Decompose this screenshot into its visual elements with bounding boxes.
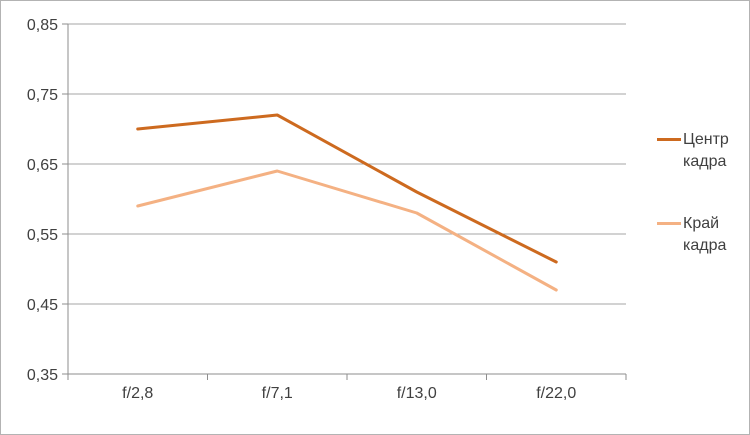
y-tick-label: 0,45 xyxy=(27,297,58,314)
legend-swatch-edge xyxy=(657,222,681,225)
y-tick-label: 0,85 xyxy=(27,17,58,34)
legend-item-edge: Край кадра xyxy=(657,213,739,257)
x-tick-label: f/2,8 xyxy=(122,385,153,402)
y-tick-label: 0,35 xyxy=(27,367,58,384)
legend-item-center: Центр кадра xyxy=(657,129,739,173)
series-line-0 xyxy=(136,113,558,264)
x-tick-label: f/13,0 xyxy=(397,385,437,402)
legend-label-center: Центр кадра xyxy=(683,131,729,170)
x-tick-label: f/22,0 xyxy=(536,385,576,402)
legend-label-edge: Край кадра xyxy=(683,215,727,254)
legend-swatch-center xyxy=(657,138,681,141)
y-tick-label: 0,75 xyxy=(27,87,58,104)
y-tick-label: 0,55 xyxy=(27,227,58,244)
x-tick-label: f/7,1 xyxy=(262,385,293,402)
series-line-1 xyxy=(136,169,558,292)
y-tick-label: 0,65 xyxy=(27,157,58,174)
